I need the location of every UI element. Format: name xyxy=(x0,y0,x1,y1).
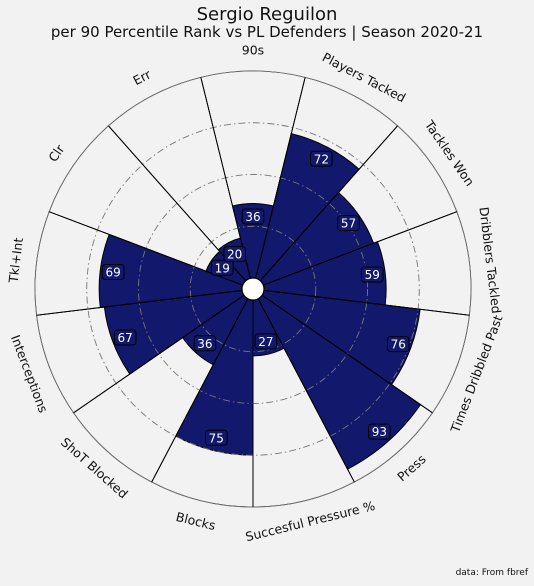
value-label: 67 xyxy=(118,331,133,345)
center-circle xyxy=(242,278,264,300)
value-label: 59 xyxy=(365,268,380,282)
source-note: data: From fbref xyxy=(456,568,528,578)
category-label: Clr xyxy=(45,141,68,165)
value-label: 69 xyxy=(106,266,121,280)
category-label: Blocks xyxy=(174,509,217,533)
value-label: 20 xyxy=(227,248,242,262)
value-label: 76 xyxy=(391,338,406,352)
value-label: 19 xyxy=(215,261,230,275)
value-label: 27 xyxy=(258,335,273,349)
value-label: 93 xyxy=(372,425,387,439)
value-label: 75 xyxy=(209,431,224,445)
category-label: Dribblers Tackled xyxy=(476,206,504,314)
value-label: 36 xyxy=(197,337,212,351)
value-label: 36 xyxy=(245,210,260,224)
value-label: 72 xyxy=(314,152,329,166)
category-label: Press xyxy=(394,451,429,484)
category-label: Tkl+Int xyxy=(5,237,25,285)
category-label: Err xyxy=(130,66,154,88)
value-label: 57 xyxy=(341,217,356,231)
category-label: 90s xyxy=(242,43,264,58)
